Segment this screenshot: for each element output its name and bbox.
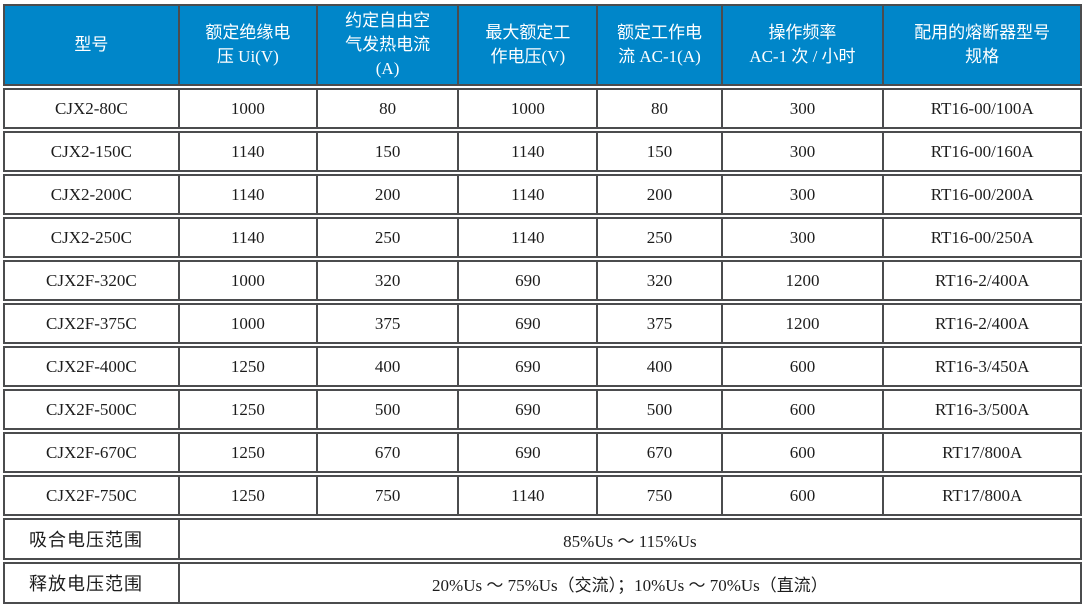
table-row: CJX2F-375C 1000 375 690 375 1200 RT16-2/…	[3, 303, 1082, 344]
table-cell: 1000	[177, 260, 316, 301]
table-cell: RT16-00/160A	[882, 131, 1082, 172]
table-cell: 750	[315, 475, 458, 516]
model-cell: CJX2F-500C	[3, 389, 178, 430]
pickup-voltage-range-value: 85%Us ～ 115%Us	[177, 518, 1082, 560]
footer-row-pickup-voltage: 吸合电压范围 85%Us ～ 115%Us	[3, 518, 1082, 560]
contactor-spec-table: 型号 额定绝缘电 压 Ui(V) 约定自由空 气发热电流 (A) 最大额定工 作…	[3, 2, 1082, 606]
table-cell: RT16-00/200A	[882, 174, 1082, 215]
table-row: CJX2F-750C 1250 750 1140 750 600 RT17/80…	[3, 475, 1082, 516]
table-cell: 1140	[177, 131, 316, 172]
table-cell: 1200	[720, 260, 883, 301]
table-cell: 1140	[457, 475, 597, 516]
table-cell: 750	[596, 475, 721, 516]
table-cell: 600	[720, 475, 883, 516]
table-cell: 1000	[457, 88, 597, 129]
col-header-thermal-current: 约定自由空 气发热电流 (A)	[315, 4, 458, 86]
table-cell: 400	[315, 346, 458, 387]
table-cell: 1200	[720, 303, 883, 344]
table-cell: 300	[720, 131, 883, 172]
model-cell: CJX2F-375C	[3, 303, 178, 344]
table-cell: 690	[457, 432, 597, 473]
table-cell: 690	[457, 303, 597, 344]
model-cell: CJX2-250C	[3, 217, 178, 258]
table-cell: 375	[596, 303, 721, 344]
table-cell: 500	[315, 389, 458, 430]
model-cell: CJX2F-400C	[3, 346, 178, 387]
col-header-ac1-current: 额定工作电 流 AC-1(A)	[596, 4, 721, 86]
table-cell: RT16-2/400A	[882, 260, 1082, 301]
table-cell: 1250	[177, 346, 316, 387]
table-cell: 670	[596, 432, 721, 473]
table-cell: 300	[720, 174, 883, 215]
table-cell: RT16-3/500A	[882, 389, 1082, 430]
model-cell: CJX2F-320C	[3, 260, 178, 301]
table-cell: 1140	[457, 217, 597, 258]
table-cell: 150	[315, 131, 458, 172]
model-cell: CJX2F-750C	[3, 475, 178, 516]
col-header-model: 型号	[3, 4, 178, 86]
table-cell: 690	[457, 346, 597, 387]
table-cell: 1140	[457, 131, 597, 172]
footer-row-release-voltage: 释放电压范围 20%Us ～ 75%Us（交流）；10%Us ～ 70%Us（直…	[3, 562, 1082, 604]
table-cell: 320	[315, 260, 458, 301]
table-cell: 375	[315, 303, 458, 344]
table-cell: 80	[596, 88, 721, 129]
table-cell: 600	[720, 389, 883, 430]
table-cell: 250	[315, 217, 458, 258]
col-header-operating-frequency: 操作频率 AC-1 次 / 小时	[720, 4, 883, 86]
table-cell: 300	[720, 217, 883, 258]
table-cell: 200	[596, 174, 721, 215]
table-cell: 150	[596, 131, 721, 172]
table-row: CJX2F-670C 1250 670 690 670 600 RT17/800…	[3, 432, 1082, 473]
col-header-insulation-voltage: 额定绝缘电 压 Ui(V)	[177, 4, 316, 86]
model-cell: CJX2-150C	[3, 131, 178, 172]
row-label-pickup-voltage-range: 吸合电压范围	[3, 518, 178, 560]
table-row: CJX2-200C 1140 200 1140 200 300 RT16-00/…	[3, 174, 1082, 215]
table-cell: RT17/800A	[882, 475, 1082, 516]
table-cell: 1250	[177, 432, 316, 473]
table-row: CJX2-80C 1000 80 1000 80 300 RT16-00/100…	[3, 88, 1082, 129]
table-row: CJX2-150C 1140 150 1140 150 300 RT16-00/…	[3, 131, 1082, 172]
table-cell: 690	[457, 260, 597, 301]
table-header-row: 型号 额定绝缘电 压 Ui(V) 约定自由空 气发热电流 (A) 最大额定工 作…	[3, 4, 1082, 86]
table-cell: 250	[596, 217, 721, 258]
model-cell: CJX2-200C	[3, 174, 178, 215]
table-cell: RT16-00/250A	[882, 217, 1082, 258]
col-header-fuse-spec: 配用的熔断器型号 规格	[882, 4, 1082, 86]
table-cell: 1250	[177, 475, 316, 516]
table-cell: 600	[720, 346, 883, 387]
table-cell: 1000	[177, 303, 316, 344]
table-row: CJX2F-400C 1250 400 690 400 600 RT16-3/4…	[3, 346, 1082, 387]
row-label-release-voltage-range: 释放电压范围	[3, 562, 178, 604]
table-cell: RT17/800A	[882, 432, 1082, 473]
col-header-max-working-voltage: 最大额定工 作电压(V)	[457, 4, 597, 86]
table-row: CJX2-250C 1140 250 1140 250 300 RT16-00/…	[3, 217, 1082, 258]
table-cell: 670	[315, 432, 458, 473]
table-cell: 1000	[177, 88, 316, 129]
model-cell: CJX2F-670C	[3, 432, 178, 473]
table-cell: 1140	[457, 174, 597, 215]
table-cell: RT16-2/400A	[882, 303, 1082, 344]
table-cell: 200	[315, 174, 458, 215]
table-cell: 1140	[177, 174, 316, 215]
table-cell: 690	[457, 389, 597, 430]
table-cell: 320	[596, 260, 721, 301]
table-cell: 600	[720, 432, 883, 473]
model-cell: CJX2-80C	[3, 88, 178, 129]
table-cell: 1140	[177, 217, 316, 258]
table-cell: 400	[596, 346, 721, 387]
table-row: CJX2F-500C 1250 500 690 500 600 RT16-3/5…	[3, 389, 1082, 430]
table-cell: 300	[720, 88, 883, 129]
table-cell: 1250	[177, 389, 316, 430]
table-cell: 80	[315, 88, 458, 129]
table-cell: RT16-00/100A	[882, 88, 1082, 129]
table-cell: RT16-3/450A	[882, 346, 1082, 387]
release-voltage-range-value: 20%Us ～ 75%Us（交流）；10%Us ～ 70%Us（直流）	[177, 562, 1082, 604]
table-cell: 500	[596, 389, 721, 430]
table-row: CJX2F-320C 1000 320 690 320 1200 RT16-2/…	[3, 260, 1082, 301]
